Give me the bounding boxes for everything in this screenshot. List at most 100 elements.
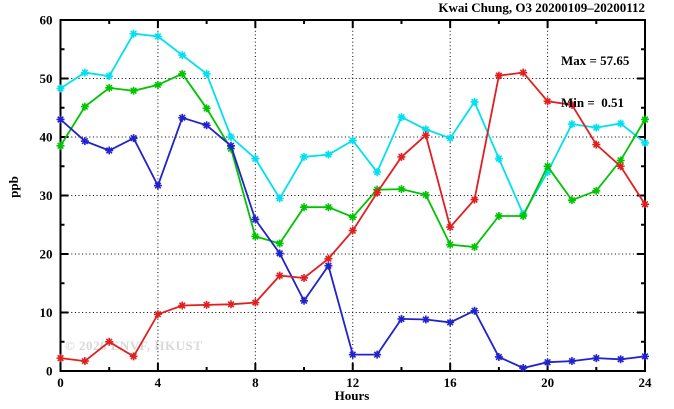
series-marker-cyan — [421, 125, 430, 134]
x-tick-label: 16 — [444, 375, 458, 390]
series-marker-blue — [543, 358, 552, 367]
series-marker-red — [251, 298, 260, 307]
x-tick-label: 12 — [346, 375, 359, 390]
series-marker-green — [153, 80, 162, 89]
series-marker-green — [300, 203, 309, 212]
series-marker-blue — [56, 115, 65, 124]
series-marker-blue — [348, 350, 357, 359]
series-marker-blue — [470, 306, 479, 315]
series-marker-blue — [226, 141, 235, 150]
series-marker-blue — [251, 215, 260, 224]
series-marker-cyan — [567, 120, 576, 129]
series-marker-blue — [153, 181, 162, 190]
series-marker-red — [275, 271, 284, 280]
series-marker-blue — [641, 352, 649, 361]
plot-box — [59, 19, 646, 372]
series-marker-red — [373, 188, 382, 197]
series-marker-red — [641, 200, 649, 209]
series-marker-blue — [275, 249, 284, 258]
series-marker-green — [348, 213, 357, 222]
series-marker-cyan — [592, 123, 601, 132]
series-marker-green — [470, 242, 479, 251]
series-marker-green — [616, 156, 625, 165]
series-marker-blue — [567, 357, 576, 366]
series-marker-green — [80, 102, 89, 111]
series-marker-blue — [80, 137, 89, 146]
series-marker-blue — [397, 314, 406, 323]
series-marker-cyan — [202, 69, 211, 78]
series-marker-red — [494, 71, 503, 80]
series-marker-blue — [616, 355, 625, 364]
series-marker-red — [543, 97, 552, 106]
series-marker-green — [275, 239, 284, 248]
series-marker-blue — [300, 296, 309, 305]
series-marker-cyan — [56, 84, 65, 93]
series-marker-green — [251, 232, 260, 241]
min-label: Min = 0.51 — [561, 95, 625, 110]
series-marker-red — [56, 354, 65, 363]
series-marker-blue — [129, 134, 138, 143]
series-marker-cyan — [494, 154, 503, 163]
series-marker-red — [567, 100, 576, 109]
series-marker-cyan — [543, 168, 552, 177]
series-marker-cyan — [275, 194, 284, 203]
series-marker-cyan — [300, 152, 309, 161]
x-tick-label: 0 — [57, 375, 64, 390]
y-tick-label: 60 — [40, 13, 53, 28]
x-tick-label: 4 — [155, 375, 162, 390]
series-marker-red — [129, 352, 138, 361]
series-marker-cyan — [105, 72, 114, 81]
y-tick-label: 10 — [40, 305, 53, 320]
y-tick-label: 50 — [40, 71, 53, 86]
y-tick-label: 0 — [46, 364, 53, 379]
series-marker-red — [616, 162, 625, 171]
series-marker-green — [178, 69, 187, 78]
series-marker-red — [178, 301, 187, 310]
series-marker-red — [348, 226, 357, 235]
series-marker-cyan — [373, 168, 382, 177]
series-marker-blue — [202, 121, 211, 130]
y-tick-label: 30 — [40, 188, 53, 203]
series-marker-red — [592, 140, 601, 149]
series-marker-cyan — [226, 133, 235, 141]
series-marker-cyan — [446, 134, 455, 143]
series-marker-blue — [421, 315, 430, 324]
series-marker-blue — [324, 261, 333, 270]
chart-title: Kwai Chung, O3 20200109–20200112 — [438, 0, 645, 15]
series-marker-green — [324, 203, 333, 212]
series-marker-red — [446, 223, 455, 232]
series-marker-cyan — [80, 68, 89, 77]
series-marker-green — [56, 141, 65, 150]
series-line-cyan — [60, 32, 646, 217]
x-tick-label: 20 — [541, 375, 554, 390]
series-marker-green — [421, 190, 430, 199]
series-marker-red — [202, 300, 211, 309]
series-marker-cyan — [641, 138, 649, 147]
series-marker-cyan — [616, 119, 625, 128]
series-marker-green — [592, 186, 601, 195]
series-marker-red — [226, 300, 235, 309]
series-marker-cyan — [153, 32, 162, 41]
series-marker-red — [519, 68, 528, 77]
series-marker-red — [470, 195, 479, 204]
series-marker-red — [300, 273, 309, 282]
series-marker-green — [446, 240, 455, 249]
series-marker-cyan — [324, 150, 333, 159]
series-marker-red — [421, 131, 430, 140]
series-marker-green — [567, 196, 576, 205]
series-marker-blue — [494, 352, 503, 361]
series-marker-blue — [592, 354, 601, 363]
series-marker-green — [641, 115, 649, 124]
series-marker-blue — [105, 146, 114, 155]
max-label: Max = 57.65 — [561, 53, 630, 68]
series-marker-blue — [519, 364, 528, 373]
series-marker-cyan — [470, 97, 479, 106]
series-marker-blue — [373, 350, 382, 359]
series-marker-green — [105, 83, 114, 92]
y-tick-label: 40 — [40, 130, 53, 145]
y-tick-label: 20 — [40, 247, 53, 262]
series-marker-red — [153, 310, 162, 319]
series-marker-cyan — [251, 154, 260, 163]
x-axis-label: Hours — [334, 388, 370, 403]
